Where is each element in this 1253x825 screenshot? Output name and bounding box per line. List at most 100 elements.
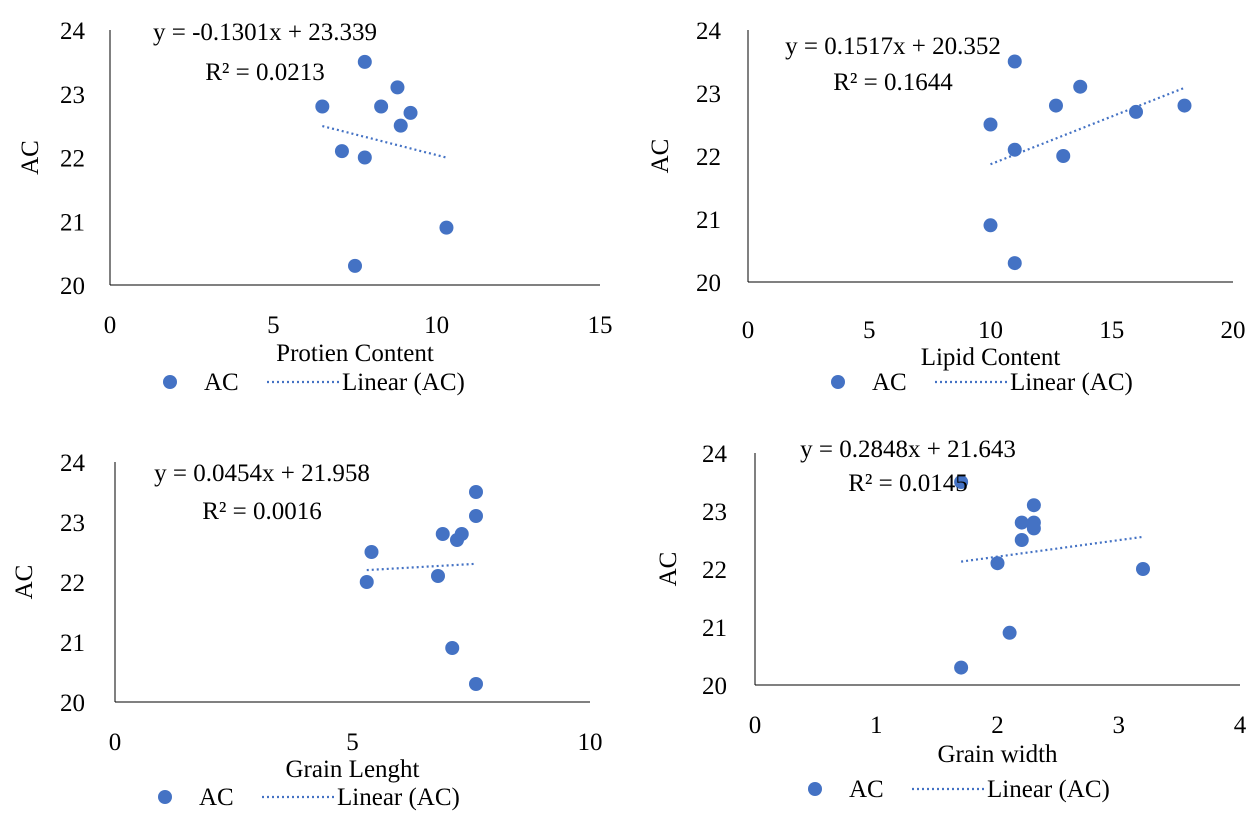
x-axis-title: Lipid Content <box>921 344 1061 371</box>
data-point <box>445 641 460 655</box>
x-axis-title: Grain Lenght <box>286 756 420 783</box>
legend-label: AC <box>872 369 907 396</box>
y-tick-label: 21 <box>702 615 727 642</box>
legend-label: AC <box>199 784 234 811</box>
data-point <box>990 556 1005 571</box>
y-tick-label: 23 <box>60 82 85 109</box>
data-point <box>1048 98 1063 113</box>
legend-label: Linear (AC) <box>342 369 465 396</box>
y-tick-label: 20 <box>696 270 721 297</box>
data-point <box>469 509 483 523</box>
trendline-r-squared: R² = 0.0213 <box>205 59 325 86</box>
x-tick-label: 0 <box>104 312 117 339</box>
x-tick-label: 10 <box>978 317 1003 344</box>
data-point <box>1056 149 1071 163</box>
data-point <box>1007 142 1022 157</box>
y-axis-title: AC <box>647 139 674 174</box>
x-tick-label: 0 <box>742 317 755 344</box>
y-tick-label: 24 <box>60 450 86 477</box>
y-tick-label: 20 <box>60 273 85 300</box>
trendline-equation: y = 0.0454x + 21.958 <box>154 460 370 487</box>
y-tick-label: 24 <box>60 18 86 45</box>
data-point <box>983 218 998 233</box>
x-tick-label: 3 <box>1113 712 1126 739</box>
y-tick-label: 23 <box>60 510 85 537</box>
y-tick-label: 23 <box>696 81 721 108</box>
legend-marker <box>158 790 172 804</box>
data-point <box>469 485 483 499</box>
chart-panel-1: 20 21 22 23 24 0 5 10 15 Protien Content AC y = -0.… <box>17 18 613 396</box>
x-tick-label: 15 <box>588 312 613 339</box>
data-point <box>954 475 969 489</box>
y-axis-title: AC <box>11 565 38 600</box>
data-point <box>1002 625 1017 640</box>
legend-label: Linear (AC) <box>987 776 1110 803</box>
legend: AC Linear (AC) <box>163 369 465 396</box>
chart-panel-3: 20 21 22 23 24 0 5 10 Grain Lenght AC y = 0.0454x … <box>11 450 603 811</box>
x-tick-label: 10 <box>578 729 603 756</box>
trendline <box>322 124 447 159</box>
y-tick-label: 21 <box>60 630 85 657</box>
data-point <box>1073 79 1088 94</box>
data-point <box>435 527 450 541</box>
y-tick-label: 21 <box>696 207 721 234</box>
legend-label: Linear (AC) <box>337 784 460 811</box>
data-point <box>1007 256 1022 271</box>
legend-marker <box>163 375 177 389</box>
x-axis-title: Grain width <box>937 741 1058 768</box>
data-point <box>1026 498 1041 513</box>
legend-marker <box>808 782 822 796</box>
x-tick-label: 10 <box>424 312 449 339</box>
x-tick-label: 0 <box>109 729 122 756</box>
chart-panel-2: 20 21 22 23 24 0 5 10 15 20 Lipid Content AC y = 0.1… <box>647 18 1246 396</box>
x-tick-label: 5 <box>863 317 876 344</box>
y-tick-label: 22 <box>696 144 721 171</box>
x-tick-label: 20 <box>1221 317 1246 344</box>
x-tick-label: 5 <box>267 312 280 339</box>
x-tick-label: 4 <box>1234 712 1247 739</box>
legend: AC Linear (AC) <box>831 369 1133 396</box>
data-point <box>393 118 408 133</box>
x-axis-title: Protien Content <box>276 340 434 367</box>
data-point <box>315 99 330 114</box>
y-tick-label: 22 <box>60 146 85 173</box>
data-point <box>431 569 445 583</box>
x-tick-label: 5 <box>346 729 359 756</box>
legend-marker <box>831 375 845 389</box>
y-tick-label: 22 <box>702 557 727 584</box>
trendline-r-squared: R² = 0.0145 <box>848 470 968 497</box>
y-tick-label: 20 <box>702 673 727 700</box>
data-point <box>1007 54 1022 69</box>
trendline-r-squared: R² = 0.1644 <box>833 69 953 96</box>
data-point <box>357 54 372 69</box>
data-point <box>439 220 454 235</box>
y-axis-title: AC <box>17 140 44 175</box>
y-tick-label: 21 <box>60 209 85 236</box>
data-point <box>1177 98 1192 113</box>
x-tick-label: 15 <box>1099 317 1124 344</box>
y-tick-label: 24 <box>696 18 722 45</box>
data-point <box>469 677 483 691</box>
y-tick-label: 22 <box>60 570 85 597</box>
data-point <box>403 105 418 120</box>
data-point <box>359 575 374 589</box>
y-axis-title: AC <box>655 552 682 587</box>
legend-label: AC <box>849 776 884 803</box>
x-tick-label: 0 <box>749 712 762 739</box>
legend: AC Linear (AC) <box>808 776 1110 803</box>
data-point <box>364 545 379 559</box>
trendline <box>366 562 477 572</box>
data-point <box>374 99 389 114</box>
data-point <box>954 660 969 675</box>
x-tick-label: 1 <box>870 712 883 739</box>
data-point <box>348 258 362 273</box>
x-tick-label: 2 <box>991 712 1004 739</box>
data-point <box>450 533 464 547</box>
data-point <box>334 144 349 159</box>
data-point <box>1026 521 1041 536</box>
data-point <box>357 150 372 165</box>
y-tick-label: 20 <box>60 690 85 717</box>
trendline-equation: y = -0.1301x + 23.339 <box>153 19 377 46</box>
